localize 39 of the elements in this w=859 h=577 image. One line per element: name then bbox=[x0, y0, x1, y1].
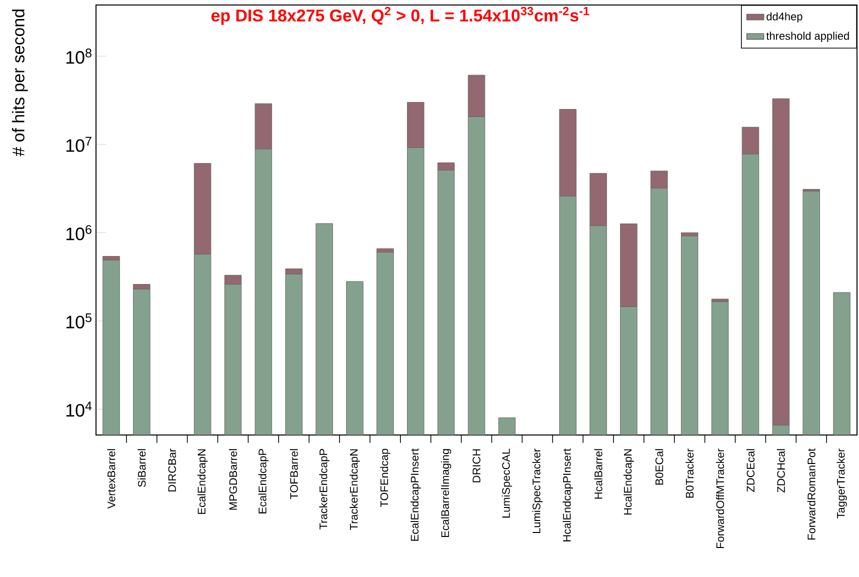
x-tick-label: ForwardRomanPot bbox=[807, 448, 816, 540]
bar bbox=[711, 301, 729, 435]
bar bbox=[833, 292, 850, 435]
x-tick-label: HcalBarrel bbox=[594, 449, 602, 499]
legend-label: threshold applied bbox=[766, 32, 849, 42]
x-tick-label: DIRCBar bbox=[168, 448, 176, 492]
x-tick-label: TOFBarrel bbox=[290, 449, 298, 500]
chart-title: ep DIS 18x275 GeV, Q$^{2}$ > 0, L = 1.54x10$^{33}$cm$^{-2}$s$^{-1}$ bbox=[211, 6, 590, 25]
x-tick-label: ZDCHcal bbox=[776, 449, 785, 493]
x-tick-label: EcalEndcapPInsert bbox=[410, 448, 421, 541]
bar bbox=[346, 281, 364, 435]
x-tick-label: EcalEndcapN bbox=[197, 449, 208, 514]
y-axis-title: # of hits per second bbox=[12, 10, 28, 156]
x-tick-label: TaggerTracker bbox=[836, 448, 847, 518]
x-tick-label: LumiSpecTracker bbox=[532, 448, 542, 533]
x-tick-label: VertexBarrel bbox=[107, 449, 116, 509]
x-tick-label: TrackerEndcapN bbox=[350, 449, 360, 530]
y-tick-label: 10$^{4}$ bbox=[66, 402, 92, 417]
x-tick-label: B0Tracker bbox=[686, 448, 694, 498]
y-tick-label: 10$^{8}$ bbox=[66, 48, 92, 64]
x-tick-label: HcalEndcapN bbox=[624, 449, 634, 515]
x-tick-label: TOFEndcap bbox=[380, 448, 390, 508]
x-tick-label: EcalEndcapP bbox=[258, 449, 269, 514]
y-tick-label: 10$^{6}$ bbox=[66, 225, 92, 240]
x-tick-label: TrackerEndcapP bbox=[319, 449, 330, 530]
x-tick-label: ForwardOffMTracker bbox=[716, 448, 724, 548]
x-tick-label: B0ECal bbox=[655, 449, 664, 485]
x-tick-label: SiBarrel bbox=[138, 449, 146, 487]
bar bbox=[316, 223, 333, 435]
x-tick-label: HcalEndcapPInsert bbox=[562, 448, 573, 542]
legend-label: dd4hep bbox=[766, 12, 802, 23]
x-tick-label: MPGDBarrel bbox=[228, 449, 238, 510]
x-tick-label: DRICH bbox=[472, 449, 480, 482]
y-tick-label: 10$^{7}$ bbox=[66, 136, 92, 152]
x-tick-label: EcalBarrelImaging bbox=[440, 449, 452, 538]
bar bbox=[498, 417, 516, 435]
y-tick-label: 10$^{5}$ bbox=[66, 313, 92, 328]
x-tick-label: ZDCEcal bbox=[746, 449, 754, 492]
x-tick-label: LumiSpecCAL bbox=[502, 448, 512, 518]
